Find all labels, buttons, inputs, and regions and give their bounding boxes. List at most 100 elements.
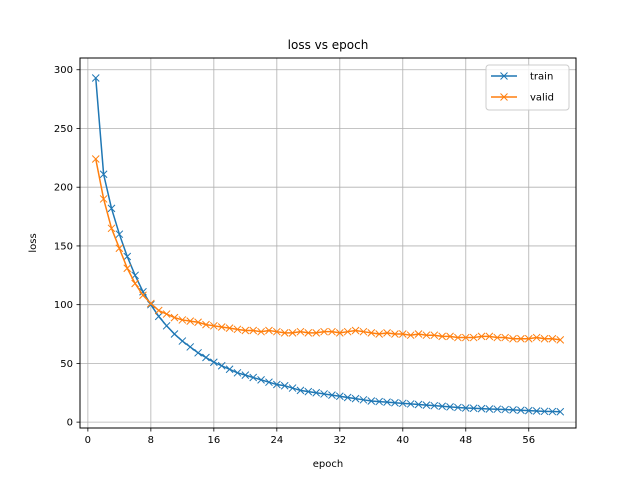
data-point-train (335, 392, 344, 401)
data-point-valid (548, 334, 557, 343)
data-point-valid (107, 224, 116, 233)
plot-frame (79, 57, 577, 429)
data-point-train (501, 405, 509, 414)
data-point-train (422, 401, 431, 409)
x-tick-label: 32 (333, 435, 346, 446)
data-point-valid (367, 329, 376, 337)
data-point-valid (501, 333, 509, 342)
data-point-valid (131, 279, 139, 288)
data-point-valid (328, 327, 336, 336)
data-point-valid (154, 306, 163, 315)
x-tick-label: 16 (207, 435, 220, 446)
data-point-train (209, 358, 218, 367)
data-point-train (375, 397, 384, 406)
data-point-train (517, 406, 525, 415)
series-valid (91, 155, 565, 344)
data-point-train (280, 381, 289, 390)
x-tick-label: 0 (85, 435, 91, 446)
data-point-valid (257, 327, 265, 336)
data-point-train (438, 402, 447, 411)
data-point-valid (343, 327, 352, 336)
legend-item-valid: valid (491, 93, 554, 104)
data-point-valid (446, 332, 454, 341)
legend-label: train (530, 72, 553, 83)
data-point-valid (320, 327, 328, 336)
data-point-valid (422, 331, 431, 340)
legend-box (485, 64, 570, 111)
data-point-valid (296, 327, 305, 336)
data-point-train (202, 353, 210, 362)
data-point-train (265, 378, 273, 387)
data-point-valid (335, 329, 344, 337)
data-point-valid (517, 334, 525, 343)
data-point-valid (383, 329, 391, 337)
data-point-valid (225, 324, 234, 333)
data-point-valid (162, 310, 171, 318)
data-point-train (225, 365, 234, 374)
data-point-valid (469, 333, 478, 342)
y-tick-label: 200 (54, 183, 73, 194)
y-tick-label: 100 (54, 300, 73, 311)
data-point-train (548, 407, 557, 416)
data-point-train (296, 386, 305, 395)
x-axis-ticks: 0 8 16 24 32 40 48 56 (85, 428, 535, 446)
data-point-valid (398, 330, 407, 338)
data-point-train (162, 321, 171, 330)
data-point-train (454, 403, 462, 412)
data-point-valid (556, 336, 565, 344)
data-point-train (147, 300, 155, 309)
data-point-valid (91, 155, 100, 163)
data-point-valid (209, 321, 218, 330)
data-point-train (154, 312, 163, 321)
data-point-train (461, 404, 470, 412)
data-point-valid (406, 331, 415, 340)
data-point-valid (265, 326, 273, 335)
x-tick-label: 56 (522, 435, 535, 446)
data-point-train (485, 405, 494, 413)
data-point-valid (430, 331, 439, 340)
data-point-valid (359, 327, 368, 336)
data-point-valid (139, 291, 147, 300)
data-point-valid (217, 323, 226, 331)
data-point-train (115, 230, 124, 239)
data-point-train (532, 407, 541, 415)
x-tick-label: 8 (148, 435, 154, 446)
y-axis-ticks: 0 50 100 150 200 250 300 (54, 65, 80, 429)
x-tick-label: 48 (459, 435, 472, 446)
data-point-valid (477, 332, 486, 341)
data-point-train (328, 391, 336, 399)
data-point-train (540, 407, 549, 416)
data-point-valid (186, 317, 195, 325)
data-point-train (288, 384, 297, 392)
x-axis-label: epoch (313, 459, 343, 470)
data-point-train (446, 403, 454, 411)
data-point-train (139, 287, 147, 296)
data-point-valid (233, 325, 242, 334)
y-tick-label: 250 (54, 124, 73, 135)
data-point-train (241, 371, 250, 379)
legend-label: valid (530, 93, 554, 104)
data-point-valid (288, 329, 297, 337)
data-point-valid (493, 333, 502, 342)
data-point-train (477, 404, 486, 413)
data-point-valid (375, 330, 384, 338)
data-point-train (123, 252, 132, 261)
data-point-valid (123, 264, 132, 273)
data-point-valid (194, 318, 202, 327)
grid-lines (80, 58, 576, 428)
data-point-train (194, 348, 202, 357)
series-line-train (95, 77, 561, 413)
data-point-train (217, 361, 226, 370)
chart-title: loss vs epoch (288, 38, 369, 52)
data-point-valid (202, 320, 210, 329)
data-point-valid (147, 299, 155, 308)
data-point-valid (524, 334, 533, 343)
data-point-train (391, 398, 399, 407)
x-tick-label: 40 (396, 435, 409, 446)
data-point-train (304, 387, 313, 396)
data-point-valid (115, 244, 124, 253)
data-point-train (359, 395, 368, 404)
data-point-train (186, 343, 195, 351)
data-point-train (343, 393, 352, 402)
